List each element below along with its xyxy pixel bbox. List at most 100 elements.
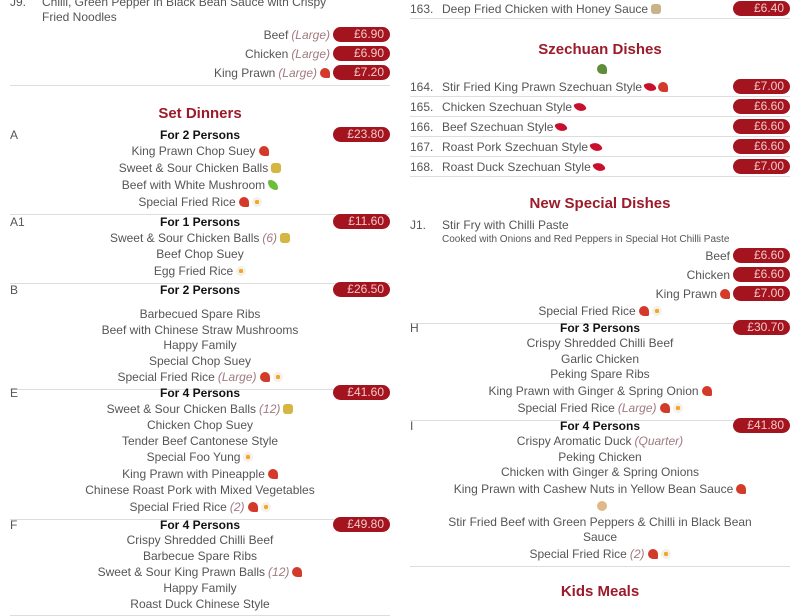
set-item: Egg Fried Rice (10, 263, 390, 280)
set-item: Special Fried Rice (10, 194, 390, 211)
item-name: Happy Family (163, 581, 237, 595)
set-menu-E: E For 4 Persons £41.60 Sweet & Sour Chicken… (10, 385, 390, 520)
set-menu-A: A For 2 Persons £23.80 King Prawn Chop Suey… (10, 127, 390, 215)
price-badge[interactable]: £11.60 (333, 214, 390, 229)
dish-row[interactable]: 167. Roast Pork Szechuan Style £6.60 (410, 137, 790, 157)
set-item: Peking Chicken (410, 450, 790, 466)
price-badge[interactable]: £6.60 (733, 99, 790, 114)
variant-note: (Large) (278, 65, 317, 80)
prawn-icon (247, 501, 258, 512)
item-name: King Prawn with Pineapple (122, 467, 265, 481)
left-column: J9. Chilli, Green Pepper in Black Bean Sa… (10, 0, 390, 616)
nut-icon (596, 500, 607, 511)
dish-description-line: J9. Chilli, Green Pepper in Black Bean Sa… (10, 0, 390, 10)
egg-icon (660, 548, 671, 559)
prawn-icon (736, 483, 747, 494)
section-heading-set-dinners: Set Dinners (10, 104, 390, 124)
set-header: A1 For 1 Persons £11.60 (10, 214, 390, 230)
variant-row[interactable]: Chicken (Large) £6.90 (10, 44, 390, 63)
dish-row[interactable]: 168. Roast Duck Szechuan Style £7.00 (410, 157, 790, 177)
price-badge[interactable]: £6.60 (733, 248, 790, 263)
dish-name-text: Stir Fried King Prawn Szechuan Style (442, 79, 643, 94)
dish-name-text: Deep Fried Chicken with Honey Sauce (442, 1, 649, 16)
dish-name: Deep Fried Chicken with Honey Sauce (442, 2, 733, 16)
item-name: Chicken Chop Suey (146, 418, 254, 432)
item-name: Special Chop Suey (148, 353, 252, 368)
price-badge[interactable]: £41.60 (333, 385, 390, 400)
item-note: (12) (268, 565, 290, 579)
set-item: Special Fried Rice (Large) (410, 400, 790, 417)
variant-name: Chicken (686, 267, 730, 282)
dish-name: Roast Duck Szechuan Style (442, 160, 733, 174)
price-badge[interactable]: £7.00 (733, 286, 790, 301)
egg-icon (260, 501, 271, 512)
egg-icon (251, 197, 262, 207)
item-name: Roast Duck Chinese Style (130, 596, 270, 611)
item-note: (Large) (217, 370, 257, 384)
variant-name: Chicken (244, 46, 289, 61)
section-heading-new-special: New Special Dishes (410, 194, 790, 214)
item-name: Sweet & Sour Chicken Balls (118, 161, 269, 175)
item-name: Sweet & Sour Chicken Balls (109, 231, 260, 245)
price-badge[interactable]: £23.80 (333, 127, 390, 142)
set-item: Beef with White Mushroom (10, 177, 390, 194)
variant-row[interactable]: King Prawn (Large) £7.20 (10, 63, 390, 82)
price-badge[interactable]: £26.50 (333, 282, 390, 297)
price-badge[interactable]: £49.80 (333, 517, 390, 532)
price-badge[interactable]: £7.00 (733, 159, 790, 174)
chilli-icon (591, 159, 606, 174)
dish-code: J1. (410, 218, 427, 232)
dish-row[interactable]: 166. Beef Szechuan Style £6.60 (410, 117, 790, 137)
item-name: Beef with Chinese Straw Mushrooms (101, 322, 299, 337)
item-name: King Prawn with Ginger & Spring Onion (488, 383, 699, 398)
price-badge[interactable]: £6.90 (333, 46, 390, 61)
heading-text: New Special Dishes (529, 195, 671, 212)
variant-row[interactable]: Chicken £6.60 (410, 265, 790, 284)
set-code: A1 (10, 215, 25, 229)
item-note: (Quarter) (634, 434, 684, 448)
price-badge[interactable]: £6.60 (733, 267, 790, 282)
dish-name-text: Roast Pork Szechuan Style (442, 139, 589, 154)
item-name: Happy Family (163, 338, 237, 352)
balls-icon (280, 233, 291, 243)
dish-row[interactable]: 164. Stir Fried King Prawn Szechuan Style… (410, 77, 790, 97)
dish-number: 167. (410, 139, 434, 154)
item-name: Chinese Roast Pork with Mixed Vegetables (85, 483, 315, 497)
item-name: Special Fried Rice (517, 400, 615, 415)
price-badge[interactable]: £6.60 (733, 119, 790, 134)
item-name: Crispy Shredded Chilli Beef (526, 336, 674, 350)
dish-row[interactable]: 163. Deep Fried Chicken with Honey Sauce £… (410, 0, 790, 19)
item-name: Sweet & Sour Chicken Balls (106, 402, 257, 416)
variant-row[interactable]: Beef £6.60 (410, 246, 790, 265)
price-badge[interactable]: £7.20 (333, 65, 390, 80)
prawn-icon (638, 306, 649, 316)
dish-name: Stir Fry with Chilli Paste (442, 218, 569, 232)
chilli-icon (643, 79, 657, 94)
set-item: Chinese Roast Pork with Mixed Vegetables (10, 483, 390, 499)
dish-code: J9. (10, 0, 27, 9)
set-menu-H: H For 3 Persons £30.70 Crispy Shredded Chil… (410, 320, 790, 421)
price-badge[interactable]: £41.80 (733, 418, 790, 433)
set-code: B (10, 283, 19, 297)
item-note: (12) (259, 402, 281, 416)
price-badge[interactable]: £7.00 (733, 79, 790, 94)
set-menu-B: B For 2 Persons £26.50 Barbecued Spare Ribs… (10, 282, 390, 390)
szechuan-icon-row (410, 62, 790, 76)
item-name: Chicken with Ginger & Spring Onions (500, 465, 700, 479)
item-name: Special Fried Rice (538, 304, 636, 318)
price-badge[interactable]: £6.60 (733, 139, 790, 154)
price-badge[interactable]: £6.90 (333, 27, 390, 42)
set-item: Chicken Chop Suey (10, 418, 390, 434)
variant-row[interactable]: King Prawn £7.00 (410, 284, 790, 303)
chilli-icon (554, 119, 569, 134)
dish-name-text: Chicken Szechuan Style (442, 99, 573, 114)
price-badge[interactable]: £30.70 (733, 320, 790, 335)
prawn-icon (267, 469, 278, 479)
item-name: Garlic Chicken (560, 351, 640, 366)
set-persons: For 1 Persons (159, 215, 241, 229)
egg-icon (236, 265, 247, 276)
variant-row[interactable]: Beef (Large) £6.90 (10, 25, 390, 44)
set-header: F For 4 Persons £49.80 (10, 517, 390, 533)
dish-row[interactable]: 165. Chicken Szechuan Style £6.60 (410, 97, 790, 117)
price-badge[interactable]: £6.40 (733, 1, 790, 16)
